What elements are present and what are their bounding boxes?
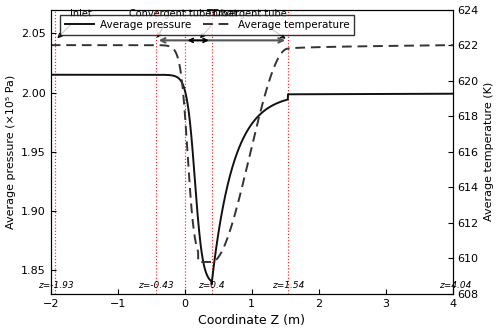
Average temperature: [452, 43, 458, 47]
Average temperature: [401, 44, 407, 48]
Average temperature: [203, 260, 209, 264]
Text: z=4.04: z=4.04: [440, 281, 472, 290]
Y-axis label: Average temperature (K): Average temperature (K): [484, 82, 494, 221]
X-axis label: Coordinate Z (m): Coordinate Z (m): [198, 314, 305, 327]
Average temperature: [48, 43, 54, 47]
Average pressure: [94, 73, 100, 77]
Average temperature: [220, 246, 226, 250]
Average temperature: [444, 43, 450, 47]
Average pressure: [48, 73, 54, 77]
Text: Convergent tube: Convergent tube: [129, 9, 211, 37]
Average pressure: [444, 92, 450, 96]
Text: Inlet: Inlet: [58, 9, 92, 38]
Text: Outlet: Outlet: [0, 332, 1, 333]
Legend: Average pressure, Average temperature: Average pressure, Average temperature: [60, 15, 354, 35]
Text: z=-0.43: z=-0.43: [138, 281, 173, 290]
Text: z=-1.93: z=-1.93: [38, 281, 73, 290]
Text: Throat: Throat: [201, 9, 237, 37]
Average pressure: [452, 92, 458, 96]
Average pressure: [118, 73, 124, 77]
Line: Average temperature: Average temperature: [50, 45, 456, 262]
Y-axis label: Average pressure (×10⁵ Pa): Average pressure (×10⁵ Pa): [6, 75, 16, 229]
Average pressure: [220, 201, 226, 205]
Text: z=1.54: z=1.54: [272, 281, 304, 290]
Average pressure: [208, 282, 214, 286]
Text: z=0.4: z=0.4: [198, 281, 225, 290]
Average temperature: [118, 43, 124, 47]
Average temperature: [94, 43, 100, 47]
Average temperature: [195, 260, 201, 264]
Average pressure: [203, 270, 209, 274]
Text: Divergent tube: Divergent tube: [213, 9, 286, 38]
Average pressure: [401, 92, 407, 96]
Line: Average pressure: Average pressure: [50, 75, 456, 284]
